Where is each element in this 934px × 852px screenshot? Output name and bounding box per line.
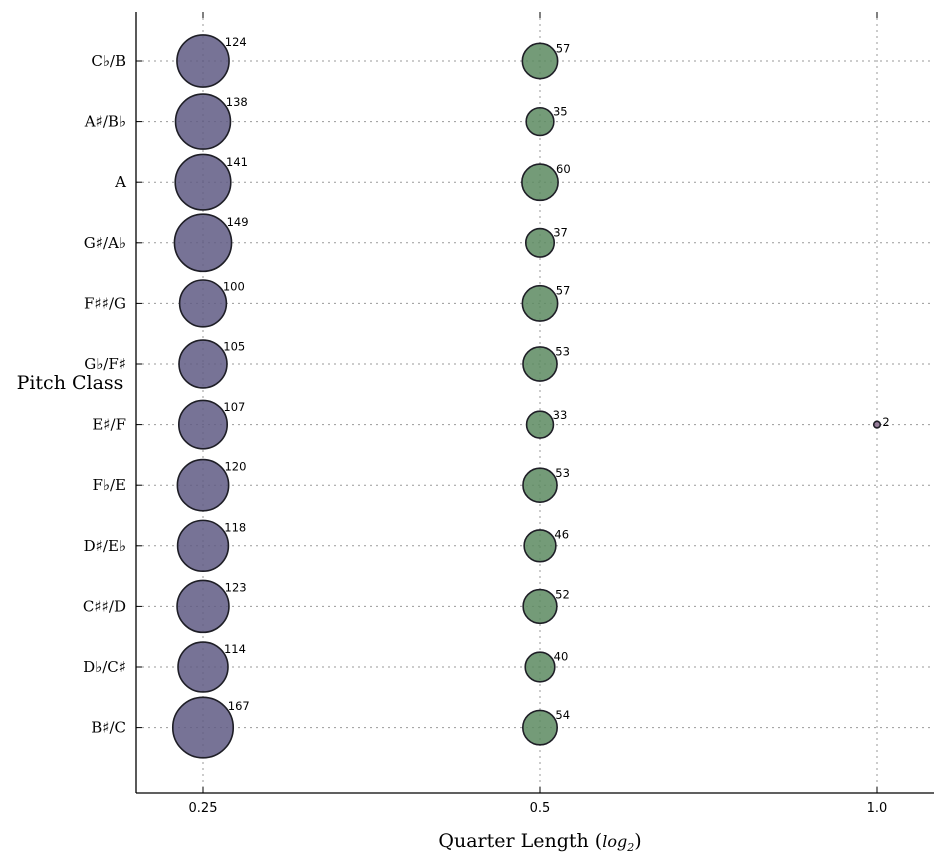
y-tick-label: C♭/B (91, 52, 126, 70)
bubble-marks (171, 34, 882, 759)
bubble (522, 588, 558, 625)
data-label: 53 (555, 466, 570, 480)
y-tick-label: A♯/B♭ (84, 113, 126, 131)
data-label: 141 (226, 155, 248, 169)
data-label: 100 (223, 280, 245, 294)
data-label: 123 (225, 581, 247, 595)
bubble (522, 709, 558, 746)
x-tick-label: 0.25 (189, 801, 218, 816)
bubble (525, 410, 555, 439)
x-axis-title-paren-open: ( (595, 830, 602, 852)
tick-labels: 0.25 0.5 1.0 C♭/B A♯/B♭ A G♯/A♭ F♯♯/G G♭/F♯ E♯/F F… (83, 35, 890, 816)
y-tick-label: E♯/F (92, 416, 126, 434)
bubble (176, 458, 230, 512)
bubble (176, 519, 230, 573)
x-axis-title-paren-close: ) (634, 830, 641, 852)
y-tick-label: G♯/A♭ (84, 234, 126, 252)
data-label: 33 (553, 408, 568, 422)
bubble (178, 339, 228, 389)
data-label: 2 (882, 415, 889, 429)
bubble (524, 651, 556, 683)
bubble (177, 641, 229, 693)
bubble (522, 467, 558, 504)
data-label: 105 (223, 340, 245, 354)
data-label: 60 (556, 162, 571, 176)
data-label: 107 (223, 400, 245, 414)
bubble (525, 106, 555, 137)
data-label: 167 (228, 699, 250, 713)
data-label: 52 (555, 587, 570, 601)
data-label: 40 (554, 649, 569, 663)
grid-lines (136, 12, 934, 793)
y-tick-label: C♯♯/D (83, 597, 126, 615)
bubble (178, 279, 228, 328)
bubble (521, 163, 559, 202)
bubble (524, 227, 556, 258)
data-label: 138 (226, 95, 248, 109)
bubble (171, 696, 235, 759)
x-tick-label: 0.5 (530, 801, 551, 816)
bubble (522, 346, 558, 382)
data-label: 149 (227, 215, 249, 229)
data-label: 124 (225, 35, 247, 49)
y-tick-label: D♭/C♯ (83, 658, 126, 676)
y-tick-label: F♭/E (93, 476, 127, 494)
x-axis-title-math-sub: 2 (626, 841, 634, 852)
data-label: 35 (553, 105, 568, 119)
axes (135, 12, 934, 794)
data-label: 57 (556, 284, 571, 298)
tick-marks (136, 12, 878, 793)
bubble (177, 399, 229, 450)
bubble (521, 42, 559, 80)
y-tick-label: F♯♯/G (84, 294, 126, 312)
y-tick-label: G♭/F♯ (84, 355, 126, 373)
bubble (176, 34, 230, 88)
data-label: 120 (224, 460, 246, 474)
bubble (173, 213, 233, 273)
data-label: 46 (554, 527, 569, 541)
bubble (872, 420, 882, 429)
bubble (523, 529, 557, 563)
y-tick-label: D♯/E♭ (84, 537, 126, 555)
data-label: 114 (224, 642, 246, 656)
data-label: 57 (556, 41, 571, 55)
bubble (521, 284, 559, 322)
x-axis-title-math: log (602, 832, 627, 851)
data-label: 37 (553, 226, 568, 240)
x-axis-title-text: Quarter Length (438, 830, 594, 852)
data-label: 118 (224, 520, 246, 534)
x-tick-label: 1.0 (867, 801, 888, 816)
y-tick-label: B♯/C (91, 719, 126, 737)
bubble (174, 93, 232, 150)
x-axis-title: Quarter Length (log2) (438, 830, 641, 852)
y-tick-label: A (114, 173, 126, 191)
data-label: 53 (555, 345, 570, 359)
bubble (174, 153, 232, 211)
y-axis-title: Pitch Class (17, 372, 124, 394)
data-label: 54 (555, 708, 570, 722)
bubble (176, 579, 230, 634)
